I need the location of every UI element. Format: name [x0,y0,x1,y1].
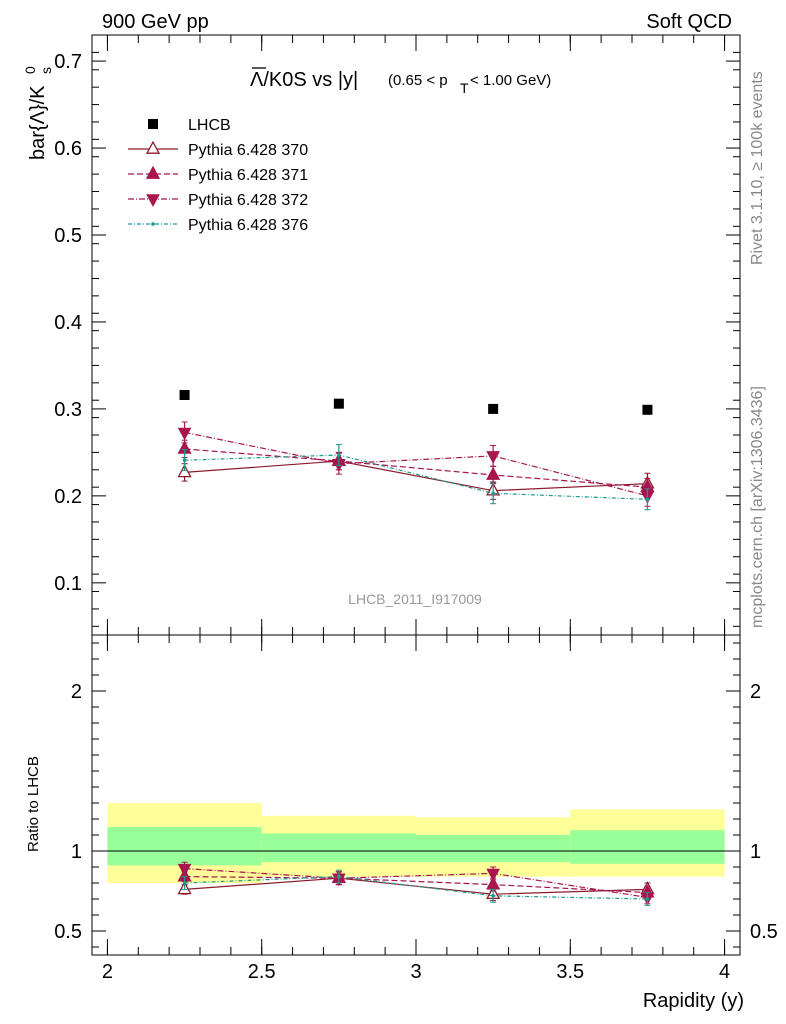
main-line-p371 [184,448,648,488]
ratio-band-inner [107,827,262,866]
main-point [177,427,192,441]
header-right: Soft QCD [646,11,732,33]
legend-entry-p372: Pythia 6.428 372 [128,192,308,209]
legend-entry-p376: Pythia 6.428 376 [128,217,308,234]
legend-entry-data: LHCB [148,117,231,134]
ratio-ytick-label-right: 2 [750,681,761,703]
main-ytick-label: 0.7 [54,51,82,73]
main-ytick-label: 0.6 [54,138,82,160]
header-left: 900 GeV pp [102,11,209,33]
legend-label: Pythia 6.428 371 [188,167,308,184]
legend-label: Pythia 6.428 370 [188,142,308,159]
rivet-label: Rivet 3.1.10, ≥ 100k events [749,71,766,265]
ratio-xlabel: Rapidity (y) [643,990,744,1012]
main-point [179,390,190,400]
ratio-point [337,874,341,879]
main-point [182,458,187,463]
ratio-plot-panel: 0.5 0.5 1 1 2 2 2 2.5 3 3.5 4 Ratio to LHCB Rapidi… [25,634,778,1012]
main-plot-panel: 0.1 0.2 0.3 0.4 0.5 0.6 0.7 Λ/K0S vs |y| (0.65… [22,34,741,636]
main-ytick-label: 0.5 [54,225,82,247]
ratio-band-inner [570,830,725,864]
ratio-ytick-label-right: 0.5 [750,921,778,943]
mcplots-label: mcplots.cern.ch [arXiv:1306.3436] [749,386,766,628]
main-point [488,403,499,414]
ratio-xtick-label: 4 [719,961,730,983]
ratio-point [182,881,187,885]
main-ylabel-text: bar{Λ}/K [27,85,49,160]
main-ytick-label: 0.1 [54,573,82,595]
main-point [491,491,495,496]
legend-marker [151,222,155,226]
ratio-point [177,863,192,877]
legend: LHCB Pythia 6.428 370 Pythia 6.428 371 Pyth… [128,117,308,234]
ratio-ytick-label-right: 1 [750,841,761,863]
ratio-xtick-label: 2 [102,961,113,983]
main-line-p372 [184,431,648,497]
main-series-data [179,390,653,415]
plot-title-cut: (0.65 < p [388,72,448,89]
main-line-p370 [184,460,648,492]
main-ylabel-sup: 0 [22,66,38,74]
ratio-series-p376 [181,869,651,906]
main-ytick-label: 0.3 [54,399,82,421]
main-series-p376 [181,444,651,511]
main-series-p372 [177,421,655,507]
legend-marker [145,165,161,179]
plot-title-main: Λ/K0S vs |y| [250,69,358,91]
main-point [333,398,344,409]
legend-label: Pythia 6.428 376 [188,217,308,234]
ratio-line-p371 [184,876,648,894]
main-ylabel: bar{Λ}/K s 0 [22,66,54,160]
analysis-id: LHCB_2011_I917009 [348,591,482,607]
ratio-ytick-label-left: 1 [71,841,82,863]
ratio-line-p370 [184,877,648,895]
ratio-band-inner [261,833,416,863]
legend-entry-p371: Pythia 6.428 371 [128,165,308,184]
main-ylabel-sub: s [38,67,54,74]
ratio-point [486,876,501,890]
legend-marker [148,119,158,129]
legend-marker [145,140,161,154]
ratio-band-inner [416,835,571,863]
legend-entry-p370: Pythia 6.428 370 [128,140,308,159]
ratio-xtick-label: 3.5 [556,961,584,983]
main-point [486,466,501,480]
ratio-point [491,894,495,898]
ratio-ytick-label-left: 2 [71,681,82,703]
ratio-ylabel: Ratio to LHCB [25,756,42,852]
main-ytick-label: 0.4 [54,312,82,334]
ratio-line-p372 [184,868,648,898]
main-point [486,451,500,464]
plot-title-cut-sub: T [460,80,469,96]
main-point [642,404,653,415]
main-point [337,453,341,457]
ratio-point [486,868,500,882]
ratio-ytick-label-left: 0.5 [54,921,82,943]
ratio-plot-frame [91,634,741,956]
ratio-xtick-label: 2.5 [248,961,276,983]
main-line-p376 [184,454,648,500]
legend-label: LHCB [188,117,231,134]
ratio-xtick-label: 3 [410,961,421,983]
plot-title-cut-end: < 1.00 GeV) [470,72,551,89]
main-ytick-label: 0.2 [54,486,82,508]
ratio-line-p376 [184,875,648,900]
legend-label: Pythia 6.428 372 [188,192,308,209]
plot-title: Λ/K0S vs |y| (0.65 < p T < 1.00 GeV) [250,67,551,96]
legend-marker [146,194,160,207]
ratio-point [645,897,650,901]
main-point [645,497,650,502]
